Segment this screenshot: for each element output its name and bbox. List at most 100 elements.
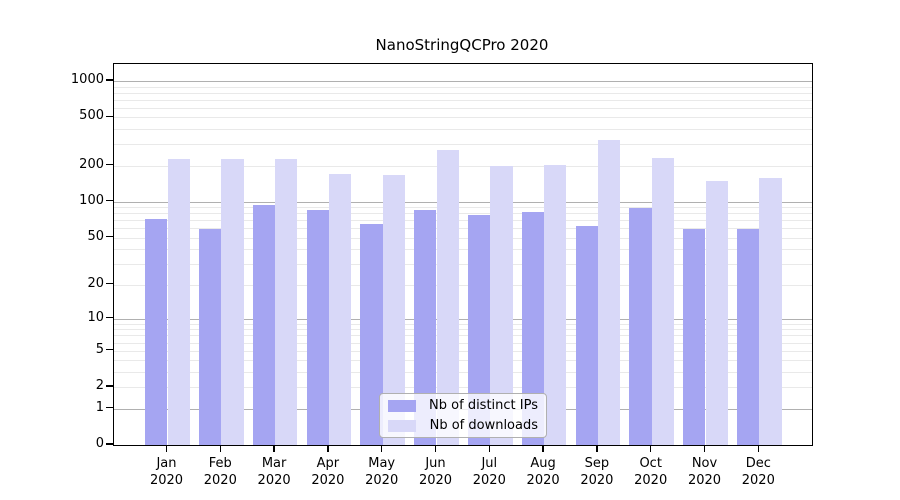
gridline-minor-600 [114,107,812,109]
gridline-major-10 [114,318,812,320]
bar-downloads-jan [167,158,190,445]
y-tick-mark-500 [106,115,113,118]
y-tick-label-100: 100 [79,192,104,208]
y-tick-mark-1000 [106,79,113,81]
x-tick-mark-jul [488,445,490,452]
gridline-minor-6 [114,342,812,344]
x-tick-mark-nov [703,445,706,452]
x-tick-label-jan: Jan 2020 [149,456,184,488]
x-tick-label-oct: Oct 2020 [634,456,668,488]
gridline-minor-9 [114,323,812,325]
x-tick-label-mar: Mar 2020 [257,456,291,488]
bar-distinct-ips-mar [252,204,276,445]
gridline-minor-8 [114,329,812,331]
y-tick-label-0: 0 [95,436,104,451]
y-tick-label-5: 5 [95,341,104,357]
y-tick-label-20: 20 [87,275,104,291]
x-tick-label-jun: Jun 2020 [418,456,453,488]
gridline-minor-400 [114,129,812,131]
bar-downloads-jun [436,150,459,445]
gridline-major-100 [114,201,812,203]
y-tick-mark-50 [106,236,113,238]
x-tick-label-feb: Feb 2020 [203,456,237,488]
y-tick-mark-200 [106,163,113,166]
x-tick-mark-mar [273,445,275,452]
gridline-minor-700 [114,99,812,101]
legend-swatch-downloads-icon [388,419,416,432]
bar-distinct-ips-aug [521,211,545,445]
gridline-minor-3 [114,371,812,373]
x-tick-label-apr: Apr 2020 [311,456,345,488]
x-tick-label-aug: Aug 2020 [526,456,560,488]
gridline-minor-4 [114,360,812,362]
bar-distinct-ips-feb [198,229,222,445]
x-tick-mark-jun [434,445,437,452]
legend-item-downloads: Nb of downloads [388,418,538,433]
bar-downloads-may [382,175,406,445]
plot-area [113,63,813,446]
x-tick-mark-apr [327,445,329,452]
y-tick-label-1000: 1000 [70,71,104,87]
gridline-minor-50 [114,237,812,239]
gridline-minor-60 [114,228,812,230]
gridline-major-1000 [114,80,812,82]
gridline-minor-90 [114,207,812,209]
y-tick-label-50: 50 [87,228,104,244]
bar-downloads-jul [490,165,513,445]
gridline-minor-40 [114,249,812,251]
legend: Nb of distinct IPs Nb of downloads [379,393,547,438]
x-tick-label-sep: Sep 2020 [580,456,614,488]
legend-item-distinct-ips: Nb of distinct IPs [388,398,538,413]
bar-downloads-mar [275,158,298,445]
bar-distinct-ips-may [360,224,383,445]
bar-downloads-oct [651,158,675,445]
y-tick-mark-10 [106,316,113,319]
gridline-minor-5 [114,350,812,352]
y-tick-mark-20 [106,282,113,285]
x-tick-label-jul: Jul 2020 [472,456,506,488]
x-tick-label-may: May 2020 [365,456,399,488]
bar-downloads-apr [328,174,352,445]
bar-downloads-aug [544,165,567,445]
bar-distinct-ips-nov [683,229,706,445]
bar-downloads-dec [759,177,782,445]
bar-distinct-ips-dec [736,229,760,445]
y-tick-label-1: 1 [95,399,104,415]
y-tick-mark-1 [106,406,113,409]
gridline-minor-80 [114,213,812,215]
gridline-minor-2 [114,387,812,389]
bar-distinct-ips-oct [629,207,652,445]
gridline-minor-800 [114,92,812,94]
x-tick-mark-feb [219,445,221,452]
gridline-minor-20 [114,284,812,286]
x-tick-mark-dec [757,445,759,452]
x-tick-mark-oct [650,445,652,452]
x-tick-mark-sep [596,445,598,452]
gridline-minor-500 [114,117,812,119]
y-tick-label-200: 200 [79,156,104,172]
legend-swatch-distinct-ips-icon [388,399,416,412]
bar-downloads-feb [221,158,244,445]
y-tick-label-500: 500 [79,108,104,124]
x-tick-label-nov: Nov 2020 [687,456,722,488]
bar-distinct-ips-sep [575,225,598,445]
bar-distinct-ips-jun [414,209,437,445]
legend-label-distinct-ips: Nb of distinct IPs [429,398,538,413]
bar-downloads-sep [597,139,621,445]
gridline-minor-900 [114,86,812,88]
bar-distinct-ips-jan [145,218,168,445]
gridline-minor-200 [114,165,812,167]
legend-label-downloads: Nb of downloads [429,418,538,433]
bar-distinct-ips-apr [306,210,329,445]
bar-distinct-ips-jul [467,214,491,445]
gridline-minor-7 [114,335,812,337]
y-tick-label-10: 10 [87,309,104,325]
y-tick-mark-2 [106,385,113,387]
x-tick-label-dec: Dec 2020 [741,456,775,488]
x-tick-mark-jan [165,445,168,452]
gridline-minor-30 [114,264,812,265]
x-tick-mark-may [381,445,383,452]
bar-downloads-nov [705,180,728,445]
y-tick-label-2: 2 [95,378,104,394]
